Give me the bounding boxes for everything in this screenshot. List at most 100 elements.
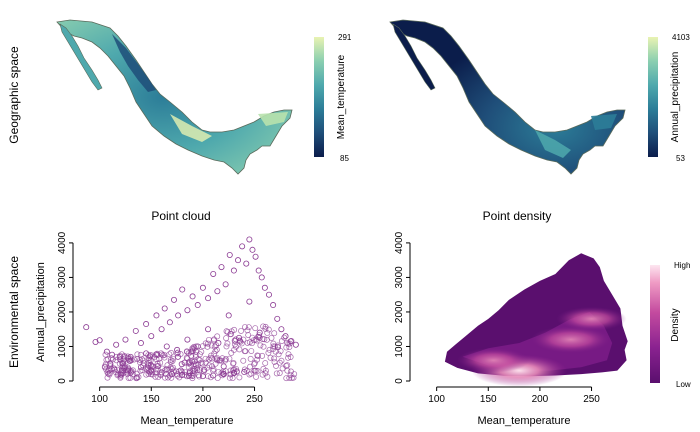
- density-legend-high: High: [674, 261, 690, 270]
- scatter-point: [117, 356, 124, 363]
- scatter-point-dense: [257, 342, 264, 349]
- scatter-point-dense: [157, 359, 164, 366]
- scatter-point-dense: [211, 336, 218, 343]
- scatter-point-dense: [278, 357, 285, 364]
- scatter-point: [274, 315, 281, 322]
- density-legend-low: Low: [676, 380, 691, 389]
- scatter-point-dense: [181, 359, 188, 366]
- scatter-point-dense: [210, 367, 216, 374]
- scatter-point: [127, 353, 134, 360]
- scatter-point-dense: [204, 343, 211, 350]
- scatter-point-dense: [208, 342, 215, 349]
- scatter-y-tick-label: 4000: [57, 231, 68, 254]
- density-x-tick-label: 150: [480, 394, 497, 405]
- map-temperature: [56, 19, 293, 175]
- scatter-x-tick-label: 250: [246, 394, 263, 405]
- scatter-point-dense: [212, 360, 219, 367]
- scatter-y-tick-label: 0: [57, 378, 68, 384]
- yucatan-temperature: [258, 112, 288, 126]
- scatter-point-dense: [231, 326, 238, 333]
- scatter-point-dense: [174, 353, 181, 360]
- density-hotspot: [556, 306, 627, 331]
- scatter-point: [161, 305, 168, 312]
- scatter-point: [179, 371, 186, 378]
- scatter-point-dense: [133, 375, 140, 382]
- scatter-point-dense: [191, 365, 198, 372]
- scatter-point: [235, 257, 242, 264]
- density-y-tick-label: 0: [394, 378, 405, 384]
- scatter-point-dense: [273, 370, 280, 377]
- scatter-point: [143, 321, 150, 328]
- scatter-point: [189, 372, 196, 379]
- scatter-point: [292, 341, 299, 348]
- scatter-point-dense: [195, 372, 202, 379]
- density-y-tick-label: 1000: [394, 335, 405, 358]
- scatter-point-dense: [270, 343, 277, 350]
- scatter-point: [218, 264, 225, 271]
- scatter-x-tick-label: 100: [91, 394, 108, 405]
- scatter-axes: 100 150 200 250 0 1000 2000 3000 4000: [57, 231, 263, 405]
- scatter-point-dense: [224, 329, 231, 336]
- scatter-point-dense: [273, 362, 279, 369]
- scatter-point: [236, 334, 243, 341]
- scatter-point-dense: [219, 355, 226, 362]
- scatter-point-dense: [249, 334, 256, 341]
- scatter-point-dense: [266, 346, 273, 353]
- scatter-point-dense: [106, 370, 113, 377]
- mexico-temperature-shape: [56, 19, 293, 175]
- scatter-point-dense: [200, 368, 207, 375]
- scatter-point: [199, 284, 206, 291]
- scatter-point: [225, 312, 232, 319]
- scatter-point-dense: [254, 368, 261, 374]
- scatter-point-dense: [236, 374, 243, 381]
- density-y-tick-label: 3000: [394, 266, 405, 289]
- scatter-point: [256, 329, 263, 336]
- scatter-point-dense: [172, 368, 179, 375]
- scatter-point: [137, 340, 144, 347]
- scatter-point-dense: [169, 364, 176, 371]
- scatter-point-dense: [149, 363, 156, 370]
- scatter-point: [243, 260, 250, 267]
- scatter-point: [194, 302, 201, 309]
- scatter-point: [199, 373, 206, 380]
- scatter-point-dense: [262, 323, 269, 330]
- scatter-point-dense: [204, 340, 211, 347]
- scatter-point-dense: [288, 368, 294, 375]
- scatter-point-dense: [165, 374, 171, 381]
- temperature-legend-min: 85: [340, 154, 349, 163]
- scatter-point-dense: [106, 366, 113, 373]
- scatter-point: [255, 267, 262, 274]
- scatter-point-dense: [265, 326, 272, 333]
- scatter-point-dense: [285, 351, 292, 358]
- scatter-point-dense: [248, 348, 255, 354]
- scatter-point-dense: [223, 328, 230, 335]
- scatter-point: [214, 288, 221, 295]
- scatter-point: [220, 371, 227, 378]
- scatter-point-dense: [107, 360, 114, 367]
- scatter-point-dense: [118, 360, 125, 366]
- scatter-point-dense: [155, 374, 162, 381]
- scatter-point-dense: [199, 360, 206, 367]
- scatter-point-dense: [268, 334, 275, 341]
- scatter-point-dense: [158, 350, 165, 357]
- scatter-point: [239, 243, 246, 250]
- scatter-point-dense: [201, 367, 208, 374]
- scatter-point: [184, 336, 191, 343]
- scatter-point-dense: [168, 374, 175, 381]
- precipitation-legend-title: Annual_precipitation: [670, 52, 681, 143]
- scatter-point-dense: [253, 373, 259, 380]
- scatter-point-dense: [190, 367, 197, 374]
- scatter-point-dense: [254, 352, 261, 359]
- scatter-point-dense: [228, 349, 235, 356]
- scatter-point-dense: [192, 351, 199, 358]
- scatter-ylabel: Annual_precipitation: [35, 262, 47, 362]
- scatter-point-dense: [140, 357, 147, 364]
- scatter-point-dense: [140, 360, 147, 367]
- scatter-point-dense: [214, 357, 221, 364]
- scatter-point-dense: [264, 373, 271, 380]
- scatter-point: [148, 367, 155, 374]
- scatter-point-dense: [137, 351, 144, 358]
- scatter-point-dense: [248, 370, 255, 377]
- scatter-point: [153, 312, 160, 319]
- scatter-point: [261, 284, 268, 291]
